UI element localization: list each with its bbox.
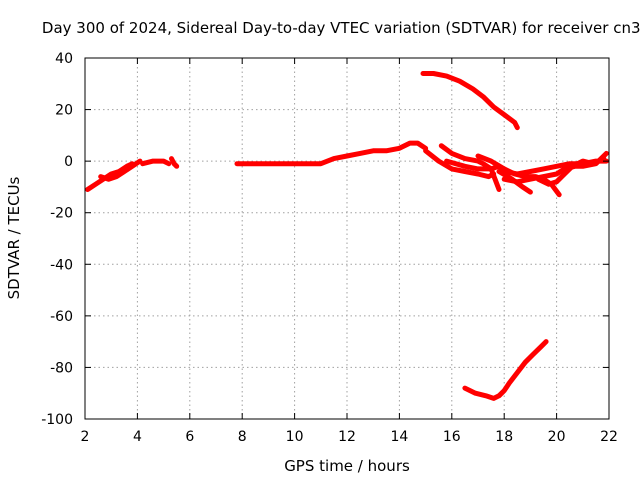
series-line-trace-6 [420,71,520,131]
y-tick-label: 40 [55,51,73,67]
chart-title: Day 300 of 2024, Sidereal Day-to-day VTE… [42,19,640,37]
tick-labels: 2 4 6 8 10 12 14 16 18 20 22 -100 -80 -60 -40 -20 0 20 40 [41,51,618,445]
y-tick-label: 20 [55,103,73,119]
grid-lines [85,58,609,419]
series-line-trace-13 [535,156,607,187]
x-tick-label: 2 [81,429,90,445]
series-line-trace-1 [85,161,135,192]
x-tick-label: 18 [495,429,513,445]
x-tick-label: 14 [390,429,408,445]
x-tick-label: 12 [338,429,356,445]
x-axis-label: GPS time / hours [284,457,410,475]
y-tick-label: -20 [50,206,73,222]
x-tick-label: 10 [286,429,304,445]
series-line-trace-2 [98,158,143,182]
y-axis-label: SDTVAR / TECUs [5,176,23,299]
series-group [85,71,609,401]
series-line-trace-14 [462,339,549,401]
x-tick-label: 16 [443,429,461,445]
series-line-trace-5 [234,140,429,167]
x-tick-label: 20 [548,429,566,445]
series-line-trace-4 [169,156,180,169]
y-tick-label: -100 [41,412,73,428]
x-tick-label: 6 [185,429,194,445]
y-tick-label: 0 [64,154,73,170]
series-line-trace-3 [140,158,172,167]
x-tick-label: 8 [238,429,247,445]
y-tick-label: -40 [50,257,73,273]
y-tick-label: -60 [50,309,73,325]
y-tick-label: -80 [50,360,73,376]
x-tick-label: 22 [600,429,618,445]
ticks [84,57,610,420]
x-tick-label: 4 [133,429,142,445]
series-line-trace-7 [423,148,497,180]
